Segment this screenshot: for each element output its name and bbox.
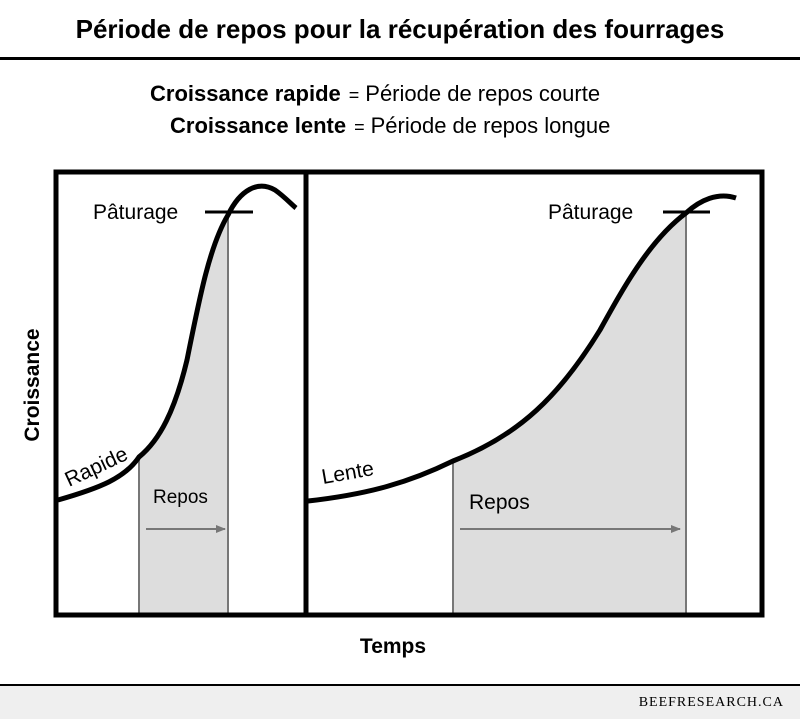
right-rest-label: Repos	[469, 491, 530, 514]
left-rest-area	[139, 215, 228, 614]
y-axis-label: Croissance	[21, 328, 45, 441]
left-grazing-label: Pâturage	[93, 201, 178, 224]
right-rest-area	[453, 213, 686, 614]
right-grazing-label: Pâturage	[548, 201, 633, 224]
slow-curve-label: Lente	[320, 457, 376, 489]
left-rest-label: Repos	[153, 487, 208, 508]
footer-source: BEEFRESEARCH.CA	[639, 695, 784, 711]
footer: BEEFRESEARCH.CA	[0, 684, 800, 719]
fast-curve-label: Rapide	[61, 443, 131, 492]
x-axis-label: Temps	[360, 635, 426, 659]
